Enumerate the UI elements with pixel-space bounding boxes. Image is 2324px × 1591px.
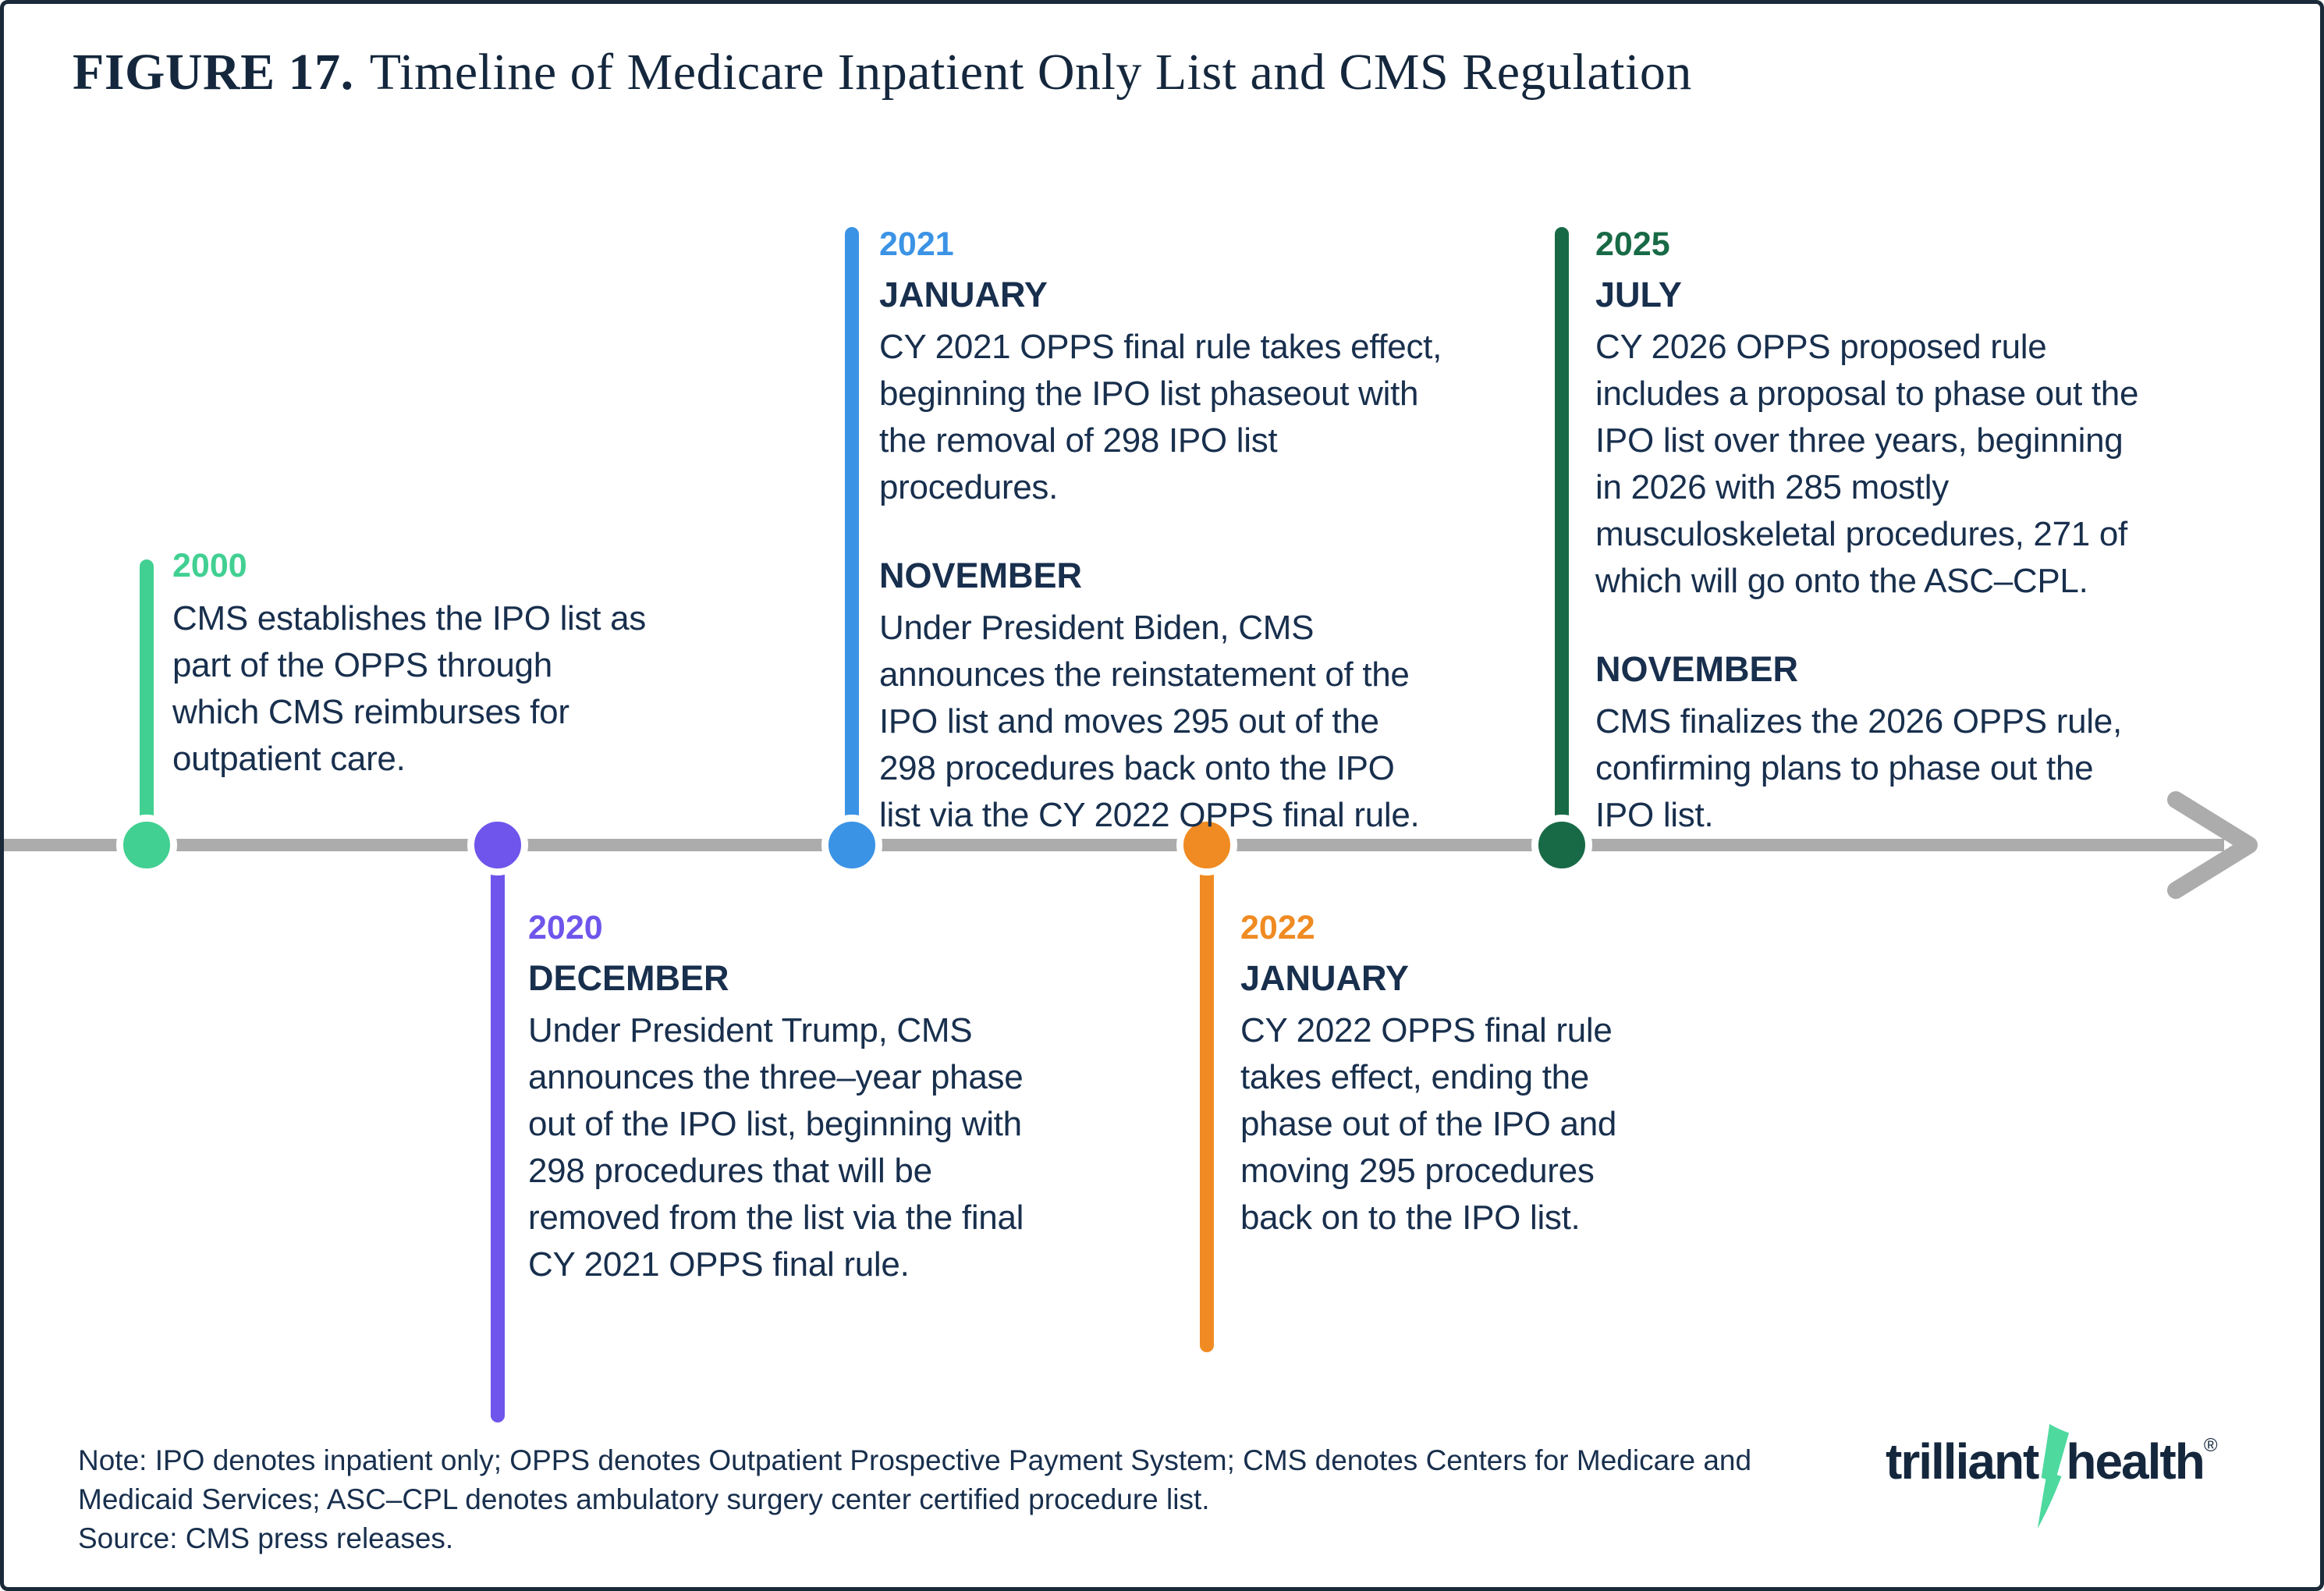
event-text: CY 2021 OPPS final rule takes effect, be… [879,328,1442,506]
registered-mark: ® [2203,1435,2218,1456]
timeline-dot-2022 [1176,815,1237,875]
event-text: Under President Trump, CMS announces the… [528,1011,1024,1284]
logo-word-health: health [2066,1433,2205,1490]
figure-title-text: Timeline of Medicare Inpatient Only List… [369,44,1692,101]
footnote: Note: IPO denotes inpatient only; OPPS d… [78,1441,1911,1558]
timeline-stem-2025 [1555,227,1569,848]
timeline-axis [4,839,2224,851]
event-2000: 2000 CMS establishes the IPO list as par… [172,545,789,783]
event-month: NOVEMBER [879,556,1083,595]
event-text: CY 2022 OPPS final rule takes effect, en… [1240,1011,1617,1237]
timeline-dot-2021 [821,815,882,875]
event-month: DECEMBER [528,958,729,998]
event-section: JANUARY CY 2022 OPPS final rule takes ef… [1240,957,1755,1241]
event-2025: 2025 JULY CY 2026 OPPS proposed rule inc… [1595,224,2313,839]
event-section: JULY CY 2026 OPPS proposed rule includes… [1595,274,2313,605]
timeline-dot-2025 [1531,815,1592,875]
footnote-source: Source: CMS press releases. [78,1522,454,1554]
footnote-note: Note: IPO denotes inpatient only; OPPS d… [78,1444,1752,1515]
event-year: 2025 [1595,226,1670,263]
timeline-stem-2021 [845,227,859,848]
event-month: JULY [1595,275,1682,314]
logo-word-trilliant: trilliant [1886,1433,2039,1490]
event-text: CMS finalizes the 2026 OPPS rule, confir… [1595,702,2122,834]
timeline-dot-2020 [467,815,528,875]
event-2022: 2022 JANUARY CY 2022 OPPS final rule tak… [1240,907,1755,1241]
event-section: JANUARY CY 2021 OPPS final rule takes ef… [879,274,1605,511]
event-text: CMS establishes the IPO list as part of … [172,599,646,778]
event-month: JANUARY [879,275,1048,314]
event-text: CY 2026 OPPS proposed rule includes a pr… [1595,328,2139,600]
event-2020: 2020 DECEMBER Under President Trump, CMS… [528,907,1199,1288]
event-section: CMS establishes the IPO list as part of … [172,595,789,783]
logo-bolt-icon [2038,1423,2070,1529]
event-section: NOVEMBER Under President Biden, CMS anno… [879,555,1605,839]
timeline-stem-2020 [491,845,505,1422]
event-year: 2020 [528,909,603,946]
arrow-chevron [2167,791,2258,899]
event-year: 2021 [879,226,954,263]
event-section: NOVEMBER CMS finalizes the 2026 OPPS rul… [1595,648,2313,839]
figure-title: FIGURE 17. Timeline of Medicare Inpatient… [73,43,1692,102]
logo-bolt-shape [2038,1423,2070,1529]
arrow-icon [2167,791,2258,899]
timeline-stem-2000 [140,559,154,848]
event-section: DECEMBER Under President Trump, CMS anno… [528,957,1199,1288]
event-text: Under President Biden, CMS announces the… [879,609,1420,834]
event-year: 2000 [172,547,247,584]
event-month: NOVEMBER [1595,649,1799,689]
timeline-stem-2022 [1200,845,1214,1352]
timeline-dot-2000 [116,815,177,875]
event-2021: 2021 JANUARY CY 2021 OPPS final rule tak… [879,224,1605,839]
trilliant-health-logo: trilliant health ® [1886,1423,2218,1530]
event-month: JANUARY [1240,958,1409,998]
figure-label: FIGURE 17. [73,44,354,101]
event-year: 2022 [1240,909,1315,946]
